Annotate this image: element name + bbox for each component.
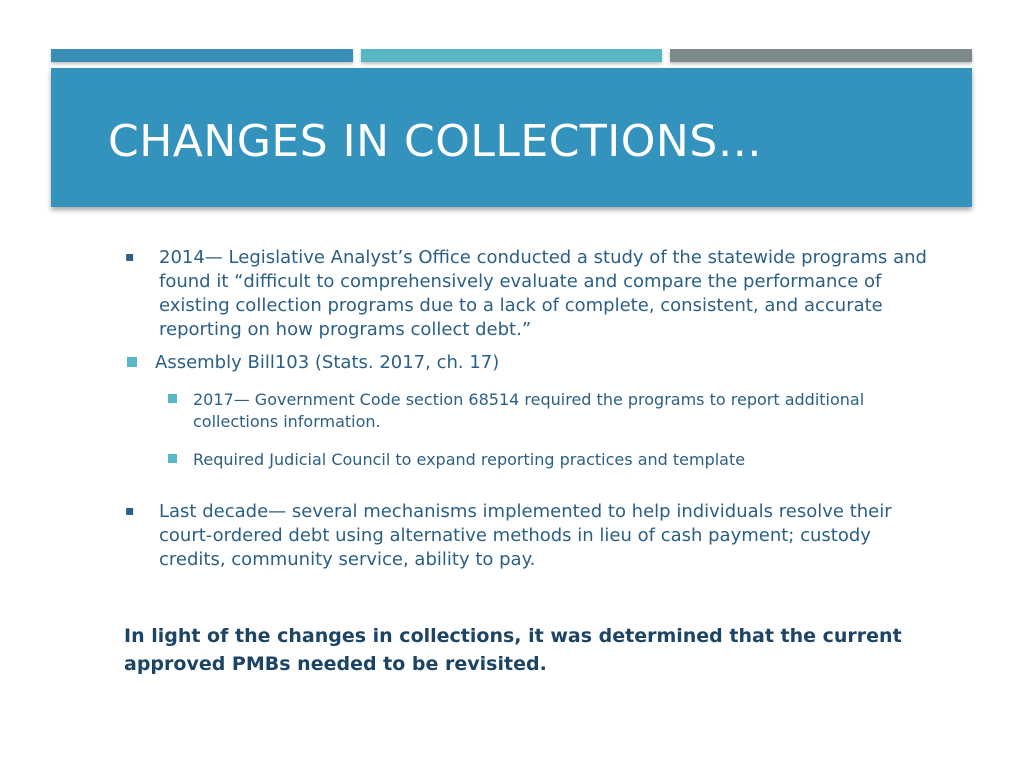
sub-bullet-text: 2017— Government Code section 68514 requ… xyxy=(193,390,865,431)
square-bullet-icon xyxy=(127,357,137,367)
sub-bullet-text: Required Judicial Council to expand repo… xyxy=(193,450,746,469)
bullet-marker: ▪ xyxy=(125,249,135,265)
conclusion-statement: In light of the changes in collections, … xyxy=(124,625,902,675)
bullet-text: Last decade— several mechanisms implemen… xyxy=(159,501,892,570)
square-bullet-icon xyxy=(168,394,177,403)
title-band xyxy=(51,68,972,207)
bullet-text: Assembly Bill103 (Stats. 2017, ch. 17) xyxy=(155,352,500,373)
bullet-text: 2014— Legislative Analyst’s Office condu… xyxy=(159,247,927,340)
slide-title: CHANGES IN COLLECTIONS… xyxy=(108,116,763,167)
accent-bar-left xyxy=(51,49,353,62)
accent-bar-right xyxy=(670,49,972,62)
square-bullet-icon xyxy=(168,454,177,463)
bullet-marker: ▪ xyxy=(125,503,135,519)
accent-bar-middle xyxy=(361,49,662,62)
